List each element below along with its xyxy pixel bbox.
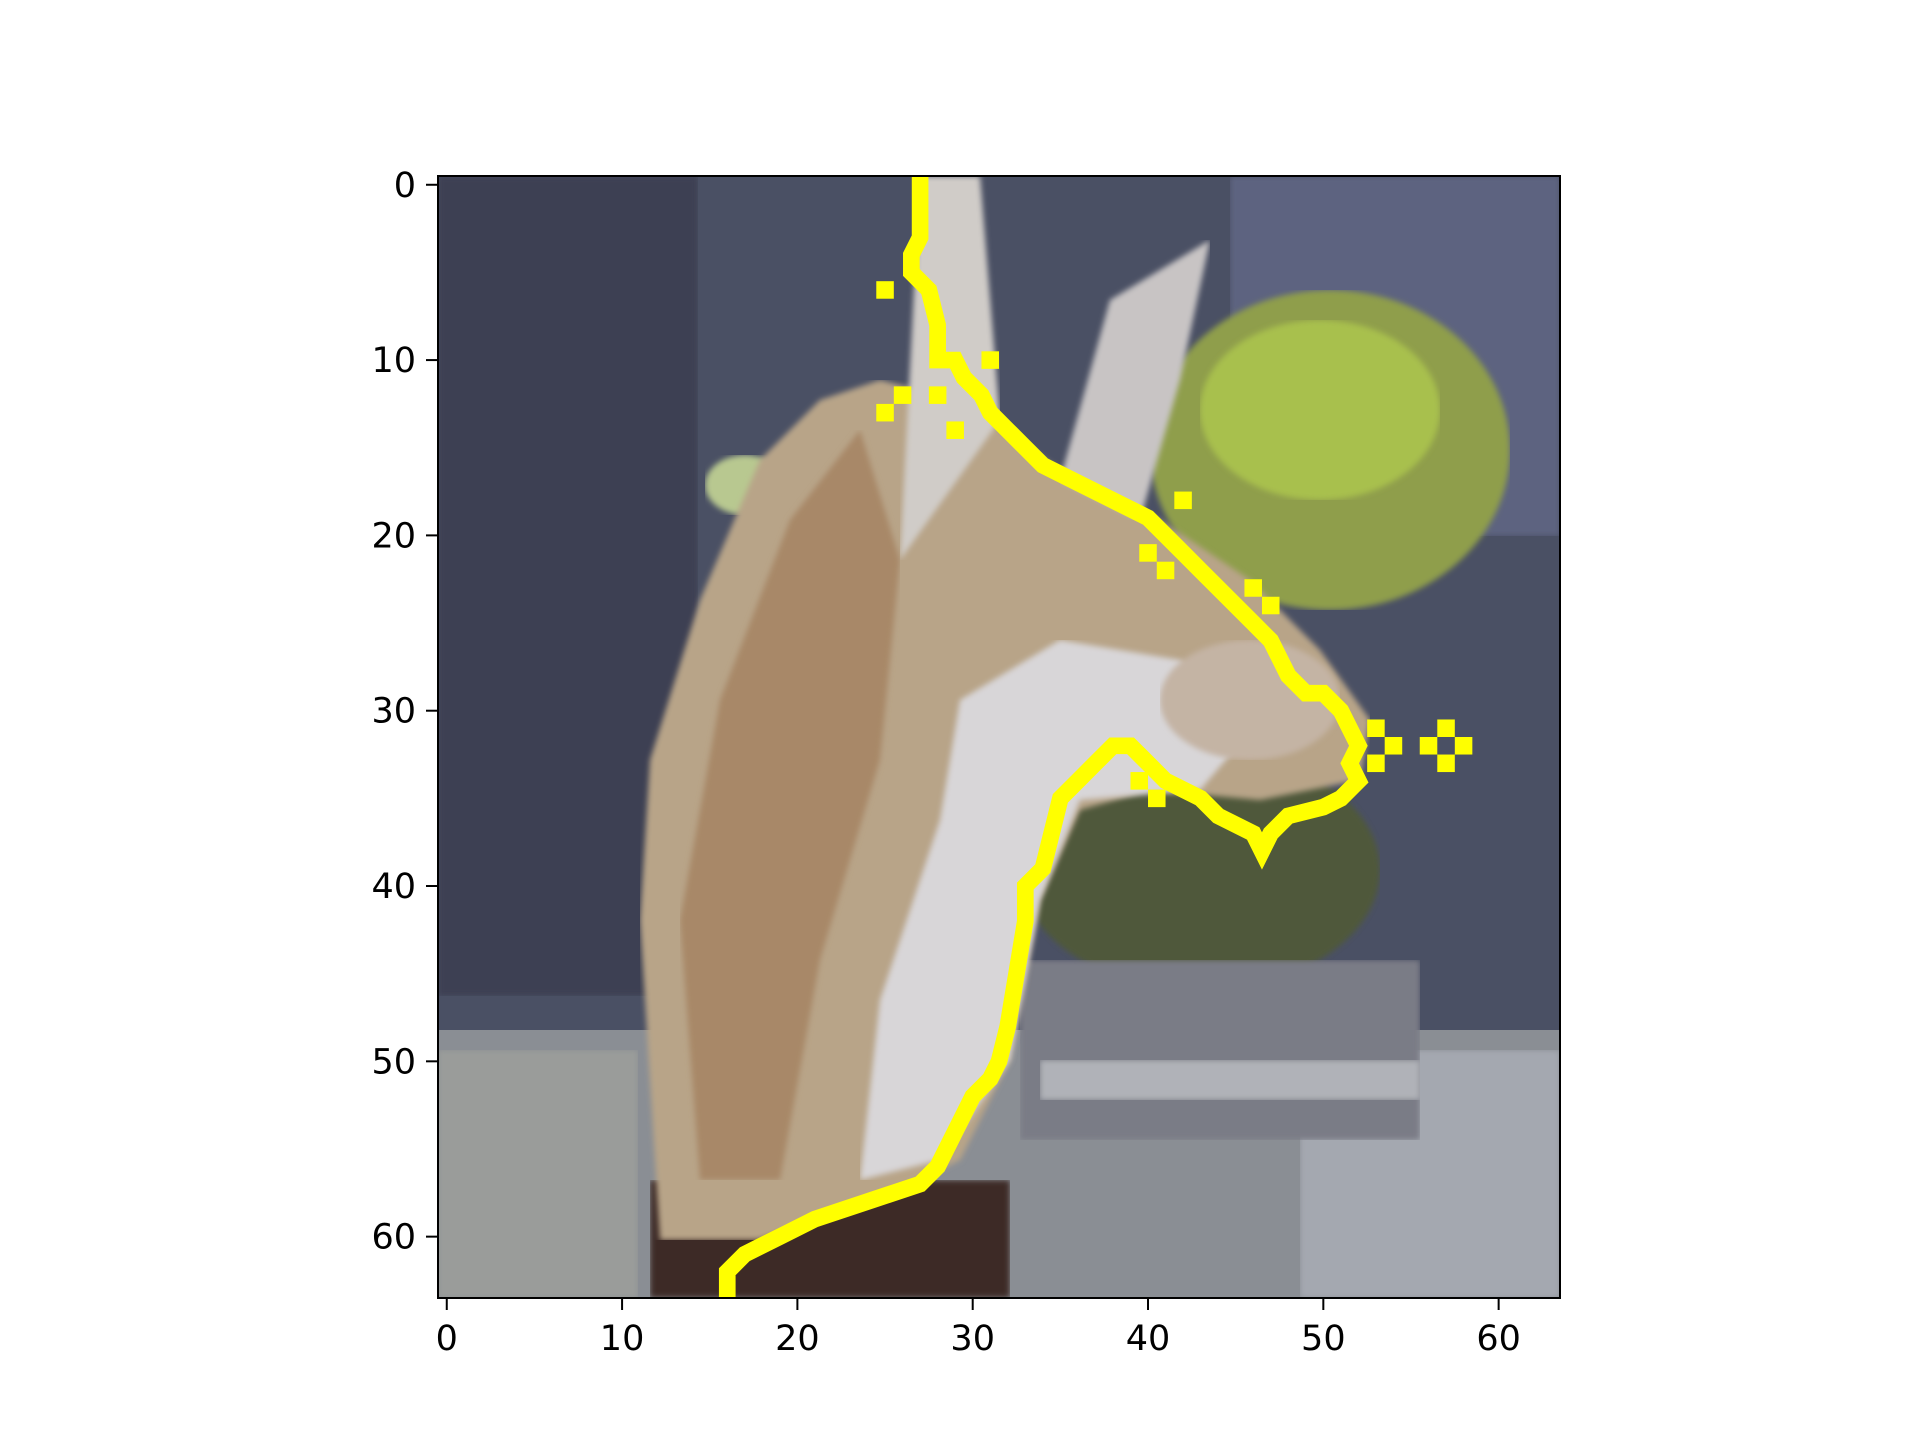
animal-muzzle	[1160, 640, 1340, 760]
y-axis: 0 10 20 30 40 50 60	[371, 166, 438, 1258]
contour-pixel-16	[1437, 719, 1455, 737]
x-tick-label-4: 40	[1126, 1319, 1171, 1359]
rock-stripe	[1040, 1060, 1420, 1100]
rocks	[1020, 960, 1420, 1140]
contour-overlay	[718, 176, 1473, 1298]
contour-pixel-15	[1367, 754, 1385, 773]
bg-ground-left	[438, 1050, 638, 1298]
contour-pixel-18	[1437, 754, 1455, 773]
contour-pixel-9	[1244, 579, 1262, 597]
x-tick-label-3: 30	[950, 1319, 995, 1359]
axes-frame	[437, 175, 1561, 1299]
contour-pixel-12	[1148, 789, 1166, 808]
y-tick-label-3: 30	[371, 692, 416, 732]
contour-pixel-13	[1367, 719, 1385, 737]
contour-pixel-10	[1261, 596, 1280, 615]
y-tick-label-6: 60	[371, 1218, 416, 1258]
contour-pixel-17	[1454, 737, 1473, 755]
y-tick-label-0: 0	[394, 166, 416, 206]
animal-ear-right	[1060, 240, 1210, 520]
contour-pixel-19	[1419, 737, 1438, 755]
y-tick-label-1: 10	[371, 341, 416, 381]
x-tick-label-1: 10	[600, 1319, 645, 1359]
contour-line	[718, 176, 1369, 1298]
contour-pixel-7	[1139, 544, 1157, 562]
contour-pixel-8	[1156, 561, 1175, 580]
y-tick-label-2: 20	[371, 516, 416, 556]
contour-pixel-4	[946, 421, 964, 439]
contour-pixel-3	[928, 386, 947, 404]
contour-pixel-14	[1384, 737, 1403, 755]
contour-pixel-6	[1174, 491, 1192, 510]
x-tick-label-5: 50	[1301, 1319, 1346, 1359]
animal-fur-dark	[680, 430, 900, 1180]
contour-pixel-5	[981, 351, 999, 369]
image-plot	[438, 176, 1560, 1298]
y-tick-label-4: 40	[371, 867, 416, 907]
foliage-bright	[1200, 320, 1440, 500]
contour-pixel-11	[1130, 772, 1149, 790]
contour-pixel-1	[876, 403, 894, 422]
contour-pixel-2	[893, 386, 912, 404]
y-tick-label-5: 50	[371, 1042, 416, 1082]
contour-pixel-0	[876, 281, 894, 299]
x-tick-label-2: 20	[775, 1319, 820, 1359]
x-tick-label-0: 0	[436, 1319, 458, 1359]
x-tick-label-6: 60	[1476, 1319, 1521, 1359]
x-axis: 0 10 20 30 40 50 60	[436, 1298, 1521, 1359]
